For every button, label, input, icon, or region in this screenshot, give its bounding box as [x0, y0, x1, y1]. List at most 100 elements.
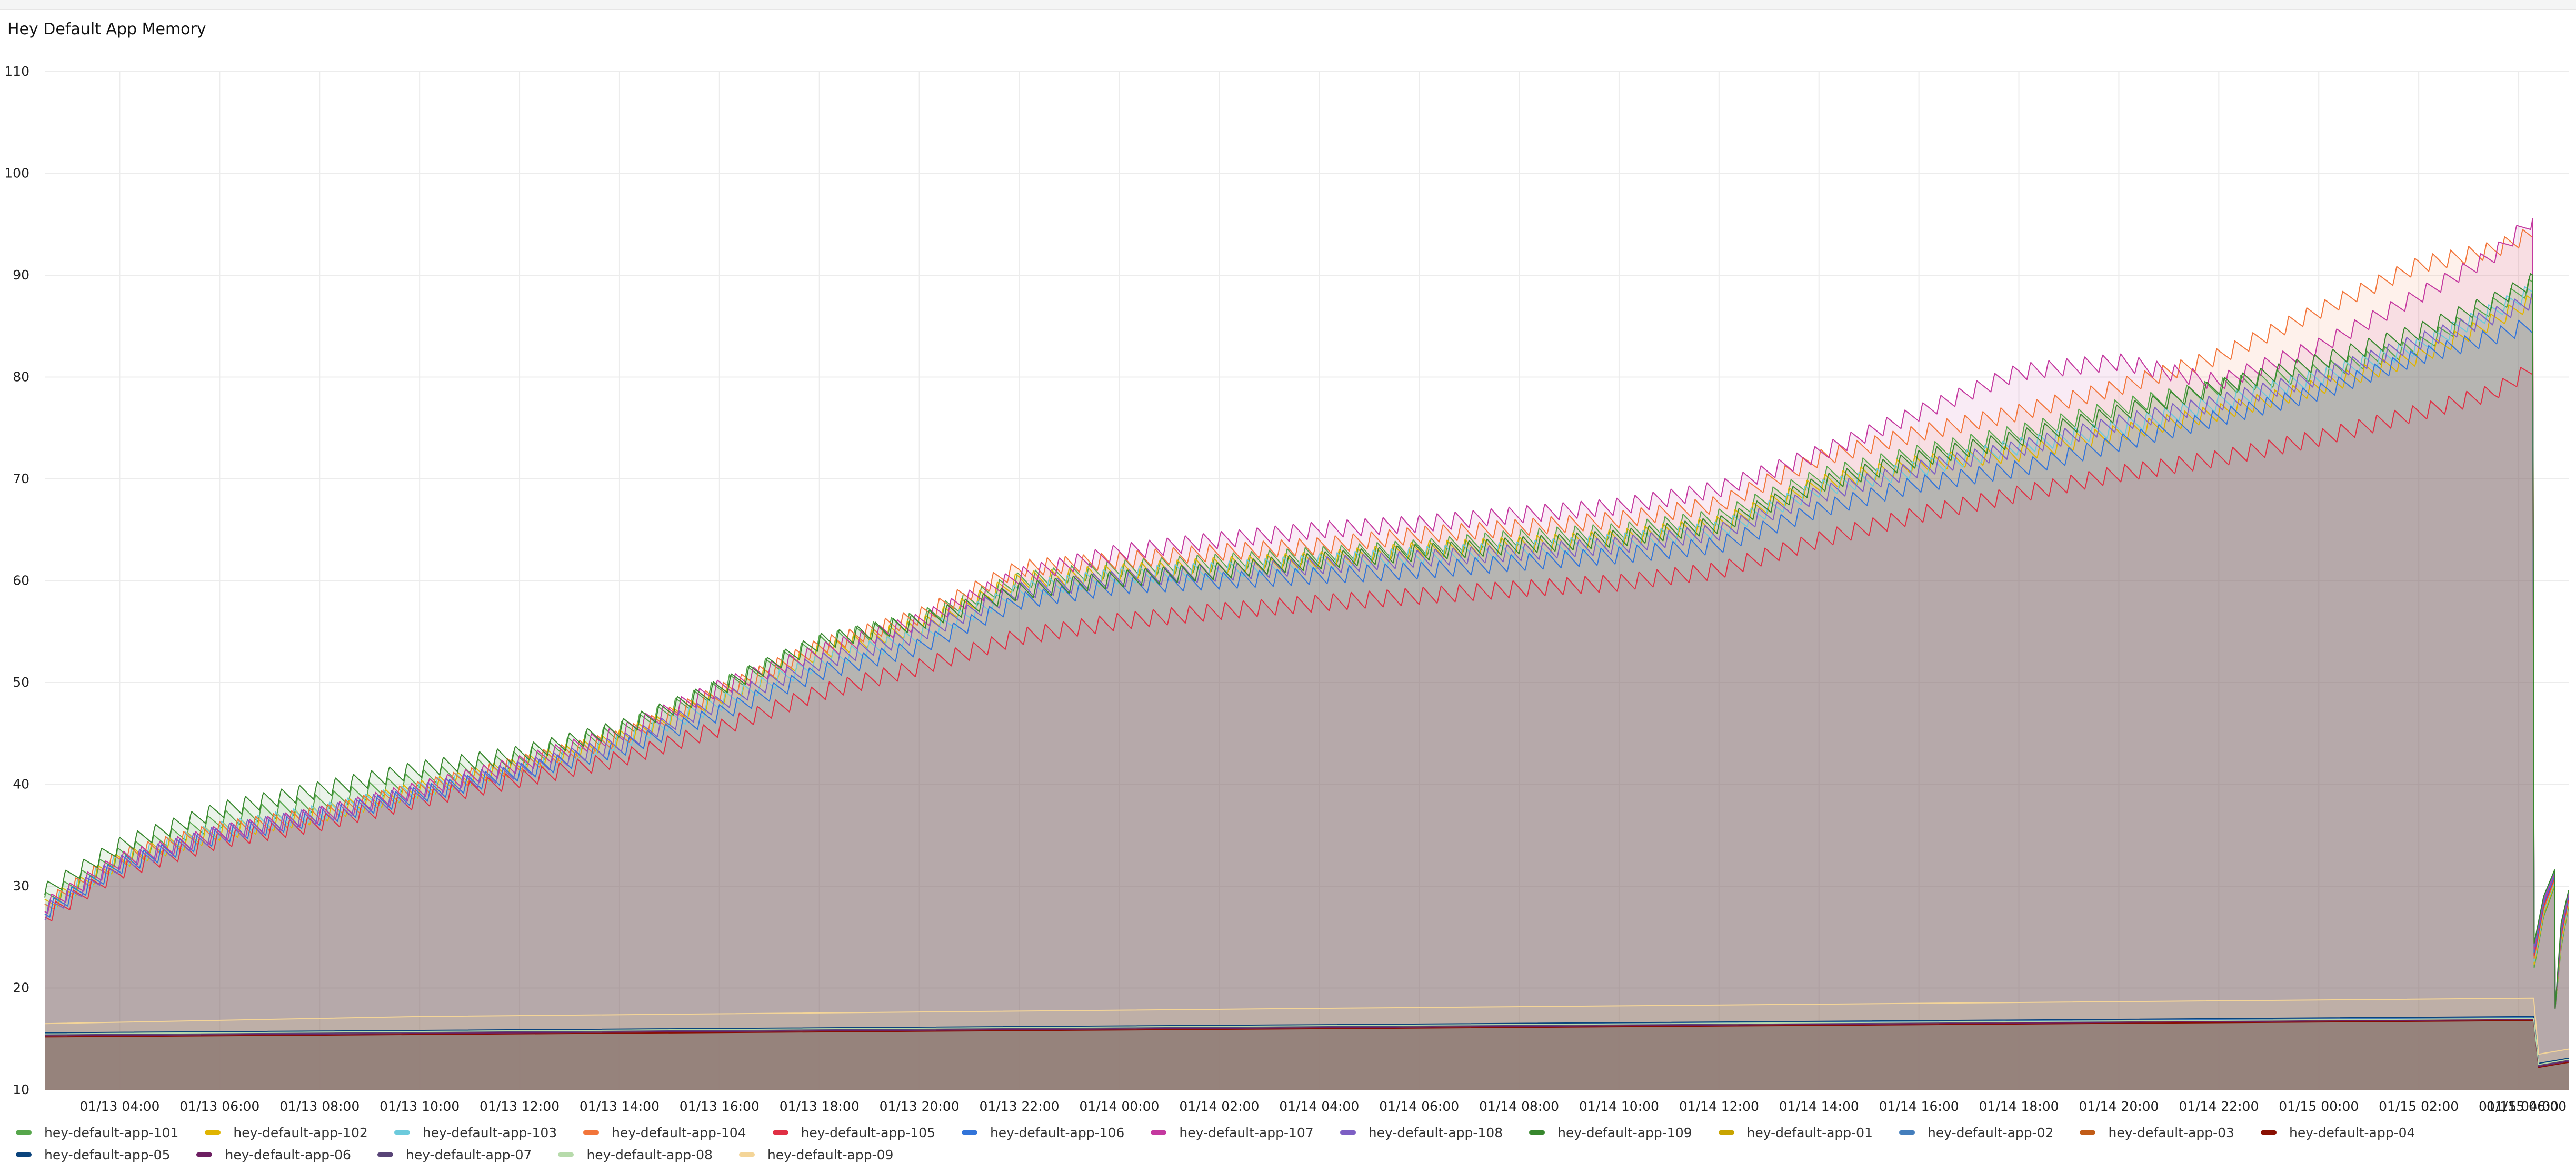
- x-tick-label: 01/14 14:00: [1779, 1099, 1859, 1114]
- top-strip: [0, 0, 2576, 10]
- legend-item[interactable]: hey-default-app-03: [2080, 1124, 2234, 1141]
- series-line-hey-default-app-09: [44, 997, 2569, 1055]
- series-area-hey-default-app-107: [45, 218, 2569, 1090]
- legend-swatch: [196, 1152, 213, 1157]
- legend-swatch: [1899, 1130, 1915, 1135]
- x-tick-label: 01/13 06:00: [179, 1099, 259, 1114]
- legend-item[interactable]: hey-default-app-08: [558, 1146, 713, 1163]
- series-line-hey-default-app-08: [44, 1018, 2569, 1065]
- legend-label: hey-default-app-103: [422, 1125, 557, 1140]
- x-tick-label: 01/14 02:00: [1179, 1099, 1259, 1114]
- legend-item[interactable]: hey-default-app-01: [1718, 1124, 1873, 1141]
- x-tick-label: 01/13 14:00: [580, 1099, 660, 1114]
- x-tick-label: 01/13 20:00: [880, 1099, 960, 1114]
- legend-swatch: [2260, 1130, 2277, 1135]
- y-tick-label: 110: [4, 64, 29, 79]
- legend-item[interactable]: hey-default-app-108: [1340, 1124, 1503, 1141]
- legend-swatch: [16, 1152, 32, 1157]
- legend-label: hey-default-app-106: [990, 1125, 1125, 1140]
- legend-label: hey-default-app-04: [2289, 1125, 2415, 1140]
- series-lines: [44, 218, 2569, 1068]
- series-area-hey-default-app-101: [45, 279, 2569, 1090]
- series-area-hey-default-app-05: [45, 1016, 2569, 1090]
- legend-swatch: [205, 1130, 221, 1135]
- x-tick-label: 01/15 00:00: [2279, 1099, 2359, 1114]
- x-tick-label: 01/13 16:00: [680, 1099, 760, 1114]
- series-area-hey-default-app-07: [45, 1018, 2569, 1090]
- x-tick-label: 01/14 00:00: [1079, 1099, 1159, 1114]
- legend-swatch: [1529, 1130, 1545, 1135]
- legend-swatch: [772, 1130, 788, 1135]
- x-tick-label: 01/13 04:00: [79, 1099, 159, 1114]
- legend-label: hey-default-app-08: [586, 1147, 713, 1162]
- series-area-hey-default-app-06: [45, 1019, 2569, 1090]
- legend-item[interactable]: hey-default-app-105: [772, 1124, 935, 1141]
- legend-item[interactable]: hey-default-app-104: [583, 1124, 746, 1141]
- legend-label: hey-default-app-105: [801, 1125, 935, 1140]
- legend-swatch: [16, 1130, 32, 1135]
- series-area-hey-default-app-109: [45, 274, 2569, 1090]
- legend-item[interactable]: hey-default-app-02: [1899, 1124, 2053, 1141]
- legend-item[interactable]: hey-default-app-06: [196, 1146, 351, 1163]
- legend-swatch: [1340, 1130, 1356, 1135]
- series-area-hey-default-app-08: [45, 1018, 2569, 1090]
- x-tick-label: 01/14 10:00: [1579, 1099, 1659, 1114]
- legend-swatch: [1718, 1130, 1734, 1135]
- legend-item[interactable]: hey-default-app-106: [961, 1124, 1125, 1141]
- y-tick-label: 70: [13, 471, 29, 486]
- x-tick-label: 01/14 04:00: [1279, 1099, 1359, 1114]
- x-tick-label: 01/15 04:00: [2479, 1099, 2559, 1114]
- legend-swatch: [394, 1130, 410, 1135]
- series-line-hey-default-app-105: [44, 367, 2569, 1009]
- legend-label: hey-default-app-03: [2108, 1125, 2234, 1140]
- x-tick-label: 01/14 20:00: [2079, 1099, 2159, 1114]
- x-tick-label: 01/13 08:00: [279, 1099, 360, 1114]
- legend-row: hey-default-app-101 hey-default-app-102 he…: [16, 1124, 2563, 1163]
- series-area-hey-default-app-02: [45, 1017, 2569, 1090]
- series-areas: [45, 218, 2569, 1090]
- legend-item[interactable]: hey-default-app-05: [16, 1146, 170, 1163]
- legend-swatch: [961, 1130, 977, 1135]
- y-tick-label: 50: [13, 675, 29, 690]
- series-line-hey-default-app-109: [44, 273, 2569, 1009]
- legend-label: hey-default-app-06: [225, 1147, 351, 1162]
- legend-label: hey-default-app-01: [1746, 1125, 1873, 1140]
- x-tick-label: 01/14 22:00: [2179, 1099, 2259, 1114]
- legend-item[interactable]: hey-default-app-103: [394, 1124, 557, 1141]
- y-tick-label: 30: [13, 878, 29, 894]
- legend-label: hey-default-app-109: [1557, 1125, 1692, 1140]
- series-line-hey-default-app-102: [44, 295, 2569, 1009]
- series-line-hey-default-app-05: [44, 1016, 2569, 1064]
- x-tick-label: 01/14 06:00: [1379, 1099, 1459, 1114]
- y-tick-label: 40: [13, 777, 29, 792]
- legend-item[interactable]: hey-default-app-04: [2260, 1124, 2415, 1141]
- legend-item[interactable]: hey-default-app-09: [738, 1146, 894, 1163]
- legend-item[interactable]: hey-default-app-107: [1151, 1124, 1314, 1141]
- x-tick-label: 01/13 10:00: [380, 1099, 460, 1114]
- series-line-hey-default-app-103: [44, 286, 2569, 1009]
- y-tick-label: 100: [4, 166, 29, 181]
- legend-swatch: [558, 1152, 574, 1157]
- grid-lines: [45, 71, 2569, 1090]
- series-area-hey-default-app-03: [45, 1019, 2569, 1090]
- y-axis: 10 20 30 40 50 60 70 80 90 100 110: [4, 64, 29, 1097]
- y-tick-label: 20: [13, 980, 29, 996]
- legend-item[interactable]: hey-default-app-102: [205, 1124, 368, 1141]
- panel-title: Hey Default App Memory: [7, 20, 206, 38]
- y-tick-label: 90: [13, 267, 29, 283]
- y-tick-label: 60: [13, 573, 29, 588]
- legend-swatch: [738, 1152, 755, 1157]
- x-tick-label: 01/15 06:00: [2487, 1099, 2567, 1114]
- legend-label: hey-default-app-09: [767, 1147, 894, 1162]
- legend-swatch: [1151, 1130, 1167, 1135]
- legend-item[interactable]: hey-default-app-101: [16, 1124, 178, 1141]
- series-line-hey-default-app-108: [44, 291, 2569, 1009]
- series-area-hey-default-app-105: [45, 367, 2569, 1090]
- legend-label: hey-default-app-05: [44, 1147, 171, 1162]
- legend-item[interactable]: hey-default-app-109: [1529, 1124, 1692, 1141]
- legend-label: hey-default-app-108: [1368, 1125, 1503, 1140]
- x-axis: 01/13 04:00 01/13 06:00 01/13 08:00 01/13 1…: [79, 1099, 2567, 1114]
- legend-label: hey-default-app-07: [405, 1147, 532, 1162]
- legend-item[interactable]: hey-default-app-07: [377, 1146, 532, 1163]
